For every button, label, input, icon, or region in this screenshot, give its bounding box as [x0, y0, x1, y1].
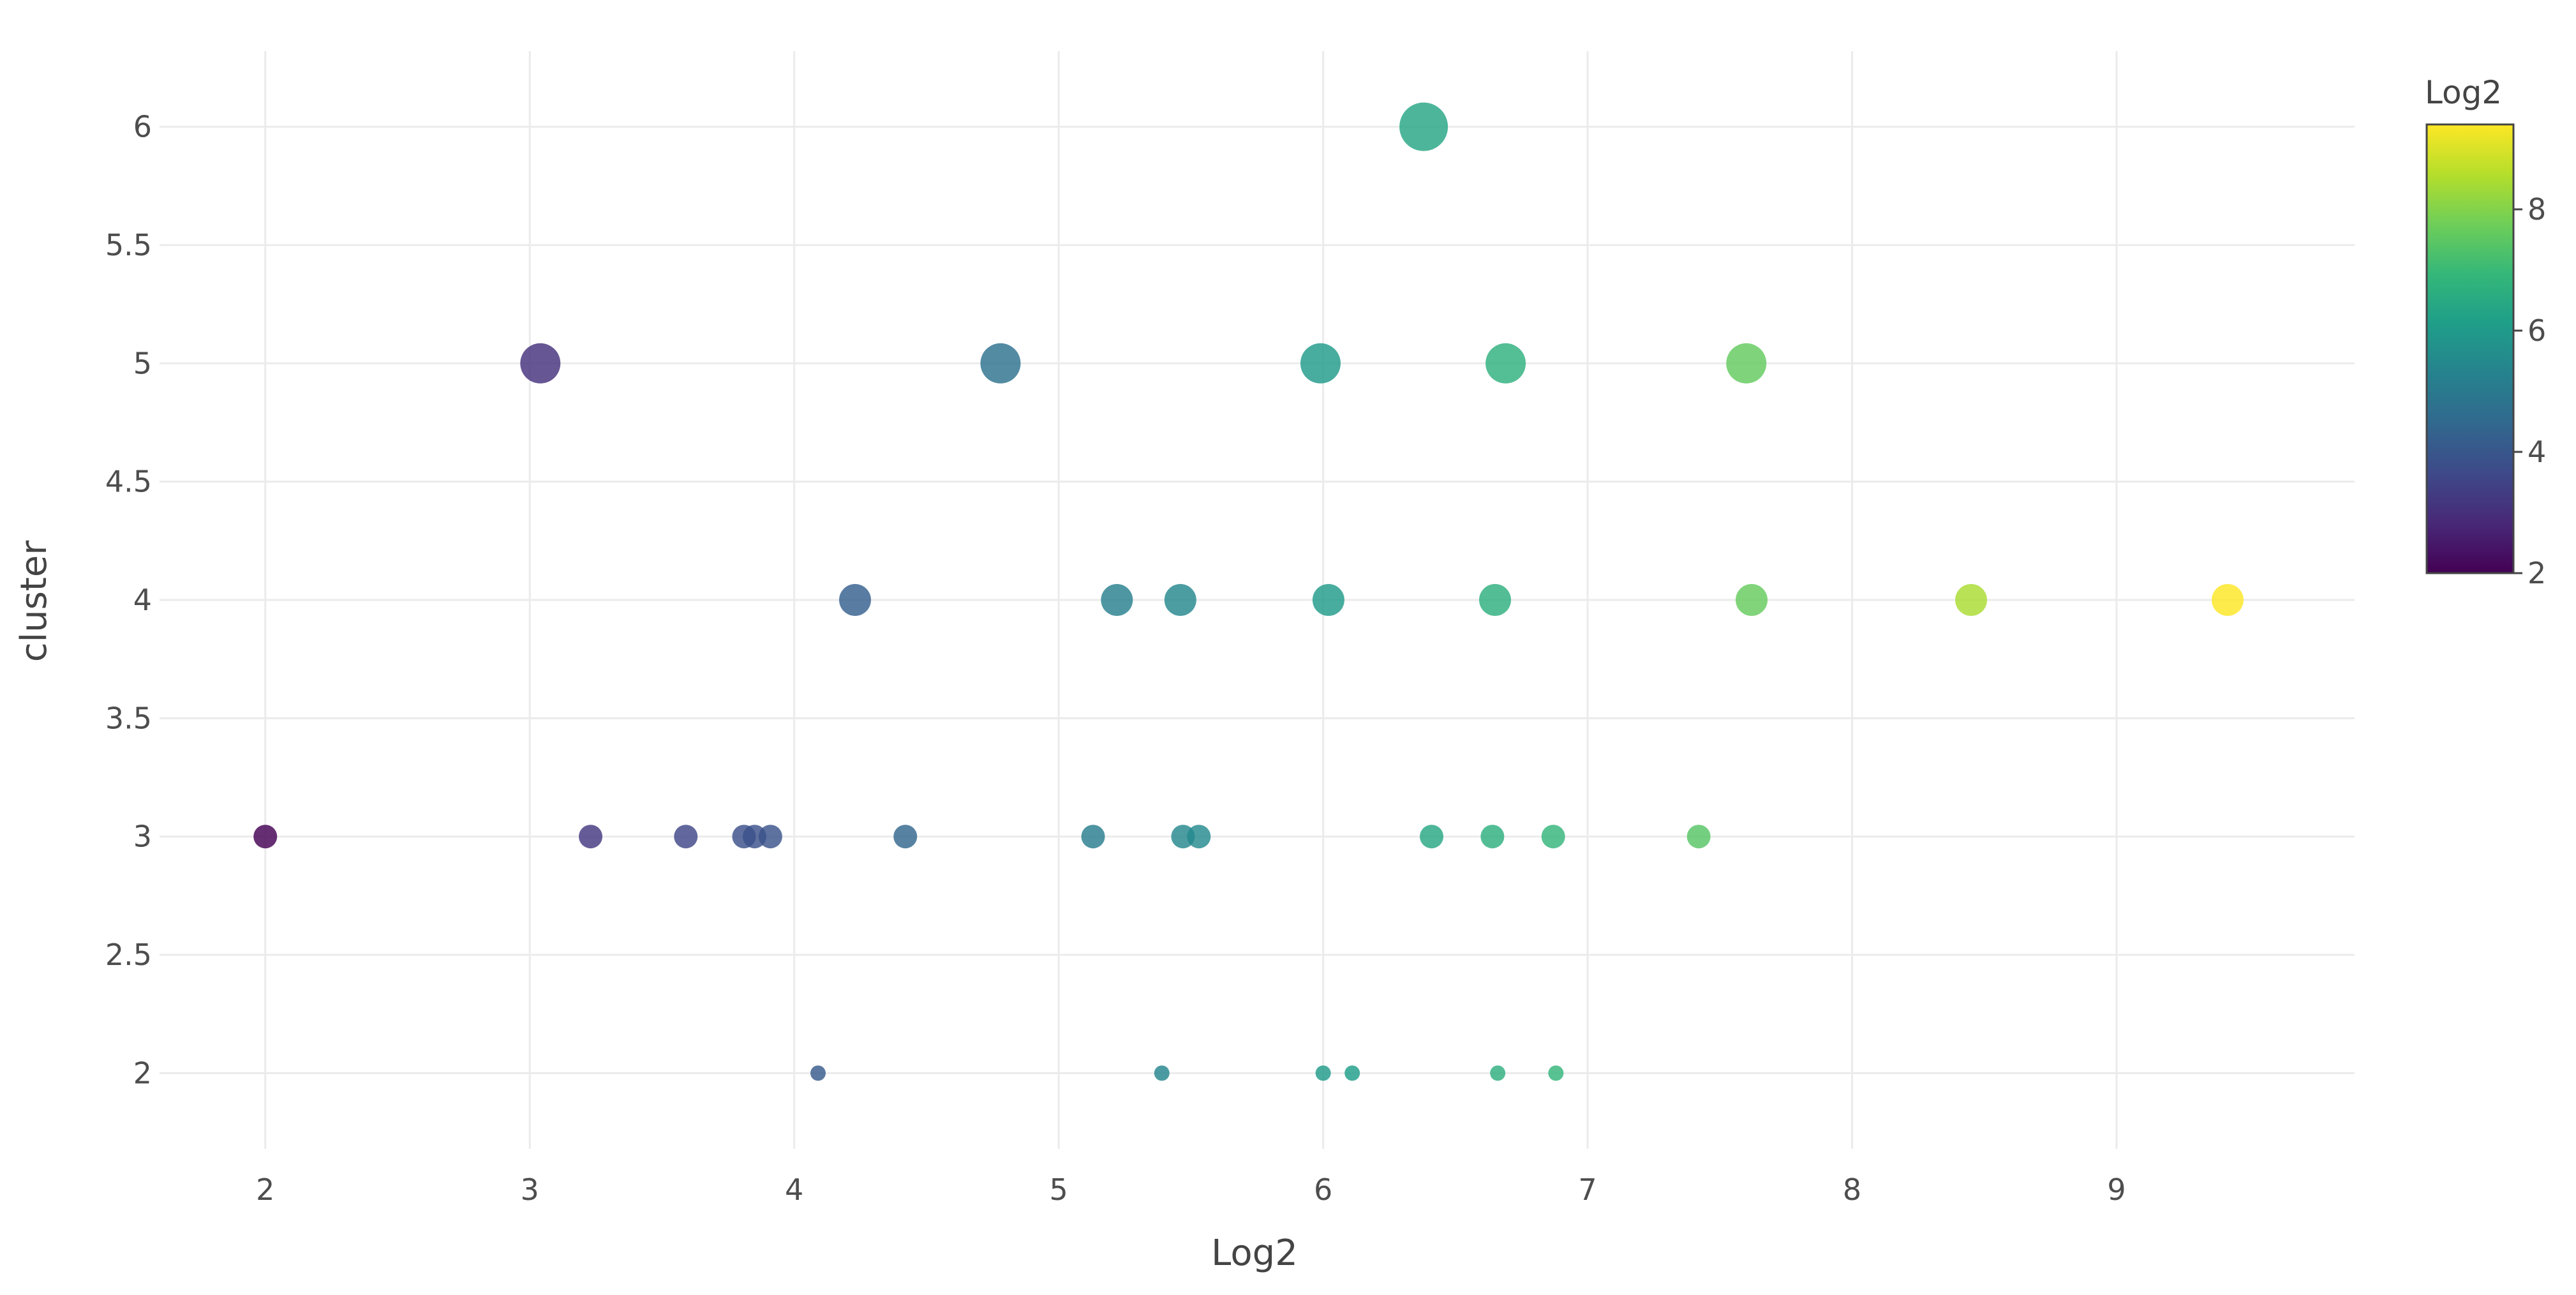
scatter-point: [1686, 825, 1711, 849]
scatter-point: [1541, 825, 1565, 849]
x-tick-label: 7: [1578, 1172, 1597, 1207]
x-tick-label: 9: [2107, 1172, 2126, 1207]
scatter-point: [1490, 1065, 1506, 1081]
scatter-point: [1420, 825, 1444, 849]
x-axis-title: Log2: [1211, 1232, 1298, 1274]
y-tick-label: 2: [133, 1056, 152, 1090]
colorbar-legend: Log2 2 4 6 8: [2425, 74, 2546, 590]
scatter-point: [2212, 584, 2244, 616]
x-tick-label: 4: [785, 1172, 803, 1207]
x-tick-label: 2: [256, 1172, 274, 1207]
y-tick-label: 3: [133, 820, 152, 854]
x-tick-labels: 2 3 4 5 6 7 8 9: [256, 1172, 2126, 1207]
scatter-point: [1315, 1065, 1331, 1081]
scatter-point: [1187, 825, 1211, 849]
y-tick-label: 4.5: [105, 465, 152, 499]
y-tick-label: 5.5: [105, 228, 152, 262]
scatter-point: [253, 825, 278, 849]
colorbar-tick-label: 6: [2528, 313, 2546, 348]
scatter-point: [758, 825, 782, 849]
scatter-point: [1955, 584, 1988, 616]
y-tick-label: 5: [133, 346, 152, 380]
scatter-point: [980, 343, 1021, 384]
x-tick-label: 6: [1314, 1172, 1332, 1207]
colorbar-tick-label: 2: [2528, 556, 2546, 590]
scatter-point: [1736, 584, 1768, 616]
colorbar-title: Log2: [2425, 74, 2502, 111]
y-gridlines: [160, 126, 2355, 1074]
colorbar-tick-label: 4: [2528, 435, 2546, 469]
scatter-point: [1480, 825, 1505, 849]
y-tick-label: 6: [133, 110, 152, 144]
data-points: [253, 102, 2244, 1081]
colorbar-tick-label: 8: [2528, 192, 2546, 227]
scatter-point: [1312, 584, 1344, 616]
scatter-point: [1164, 584, 1196, 616]
scatter-point: [1485, 343, 1526, 384]
scatter-point: [1548, 1065, 1564, 1081]
scatter-point: [839, 584, 872, 616]
y-tick-label: 4: [133, 583, 152, 617]
colorbar-tick-labels: 2 4 6 8: [2513, 192, 2546, 590]
scatter-point: [1344, 1065, 1360, 1081]
y-tick-label: 2.5: [105, 938, 152, 972]
scatter-point: [1101, 584, 1133, 616]
scatter-point: [674, 825, 698, 849]
x-tick-label: 3: [521, 1172, 539, 1207]
scatter-point: [1081, 825, 1105, 849]
x-tick-label: 5: [1050, 1172, 1068, 1207]
scatter-point: [810, 1065, 826, 1081]
scatter-point: [1479, 584, 1512, 616]
scatter-point: [1300, 343, 1341, 384]
scatter-point: [579, 825, 603, 849]
scatter-point: [1154, 1065, 1170, 1081]
scatter-point: [1399, 102, 1448, 151]
scatter-point: [520, 343, 561, 384]
y-tick-labels: 2 2.5 3 3.5 4 4.5 5 5.5 6: [105, 110, 152, 1091]
scatter-point: [1726, 343, 1767, 384]
y-tick-label: 3.5: [105, 701, 152, 735]
colorbar-gradient: [2425, 123, 2515, 574]
x-tick-label: 8: [1843, 1172, 1861, 1207]
scatter-point: [893, 825, 918, 849]
y-axis-title: cluster: [13, 540, 55, 662]
